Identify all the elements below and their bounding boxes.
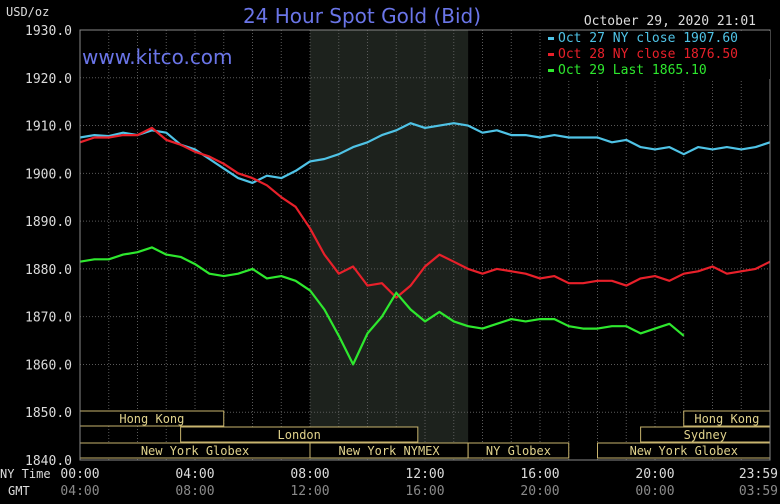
legend-entry: Oct 29 Last 1865.10 — [558, 63, 707, 78]
x-tick-label-ny: 16:00 — [520, 467, 559, 482]
x-tick-label-gmt: 04:00 — [60, 484, 99, 499]
plot-border — [79, 29, 771, 461]
x-tick-label-gmt: 20:00 — [520, 484, 559, 499]
session-bar — [180, 426, 419, 443]
nymex-session-band — [310, 30, 469, 460]
session-label: Sydney — [684, 428, 727, 442]
y-axis-unit-label: USD/oz — [6, 5, 49, 19]
x-axis-label-gmt: GMT — [8, 484, 30, 498]
y-tick-label: 1890.0 — [25, 215, 72, 230]
series-lines — [79, 122, 771, 366]
series-line-2 — [79, 246, 685, 366]
x-tick-label-ny: 00:00 — [60, 467, 99, 482]
legend-box — [543, 31, 770, 79]
x-tick-label-ny: 04:00 — [175, 467, 214, 482]
x-tick-label-gmt: 12:00 — [290, 484, 329, 499]
legend-swatch — [548, 53, 554, 56]
y-tick-label: 1840.0 — [25, 454, 72, 469]
y-tick-label: 1900.0 — [25, 167, 72, 182]
x-tick-label-ny: 08:00 — [290, 467, 329, 482]
session-label: Hong Kong — [119, 412, 184, 426]
y-tick-label: 1850.0 — [25, 406, 72, 421]
chart-title: 24 Hour Spot Gold (Bid) — [243, 4, 481, 28]
series-line-0 — [79, 122, 771, 184]
x-axis-ticks: 00:00 04:00 04:00 08:00 08:00 12:00 12:00 16:00… — [60, 467, 778, 499]
session-bar — [467, 442, 570, 459]
watermark: www.kitco.com — [82, 45, 233, 69]
y-tick-label: 1920.0 — [25, 72, 72, 87]
y-tick-label: 1930.0 — [25, 24, 72, 39]
series-line-1 — [79, 126, 771, 299]
legend-swatch — [548, 37, 554, 40]
legend-entry: Oct 28 NY close 1876.50 — [558, 47, 738, 62]
legend-swatch — [548, 69, 554, 72]
x-tick-label-ny: 12:00 — [405, 467, 444, 482]
session-label: New York NYMEX — [338, 444, 440, 458]
x-tick-label-ny: 23:59 — [739, 467, 778, 482]
x-tick-label-gmt: 00:00 — [635, 484, 674, 499]
session-label: New York Globex — [141, 444, 249, 458]
session-label: London — [278, 428, 321, 442]
x-tick-label-gmt: 03:59 — [739, 484, 778, 499]
x-tick-label-ny: 20:00 — [635, 467, 674, 482]
session-label: New York Globex — [630, 444, 738, 458]
y-axis-ticks: 1930.0 1920.0 1910.0 1900.0 1890.0 1880.0 1870… — [25, 24, 72, 469]
timestamp: October 29, 2020 21:01 — [584, 14, 756, 29]
y-tick-label: 1870.0 — [25, 311, 72, 326]
y-tick-label: 1860.0 — [25, 358, 72, 373]
x-axis-label-ny: NY Time — [0, 467, 51, 481]
y-tick-label: 1880.0 — [25, 263, 72, 278]
trading-sessions: Hong Kong Hong Kong London Sydney New York G… — [79, 410, 771, 459]
x-tick-label-gmt: 08:00 — [175, 484, 214, 499]
session-label: NY Globex — [486, 444, 551, 458]
x-tick-label-gmt: 16:00 — [405, 484, 444, 499]
legend-entry: Oct 27 NY close 1907.60 — [558, 31, 738, 46]
session-label: Hong Kong — [694, 412, 759, 426]
y-tick-label: 1910.0 — [25, 120, 72, 135]
